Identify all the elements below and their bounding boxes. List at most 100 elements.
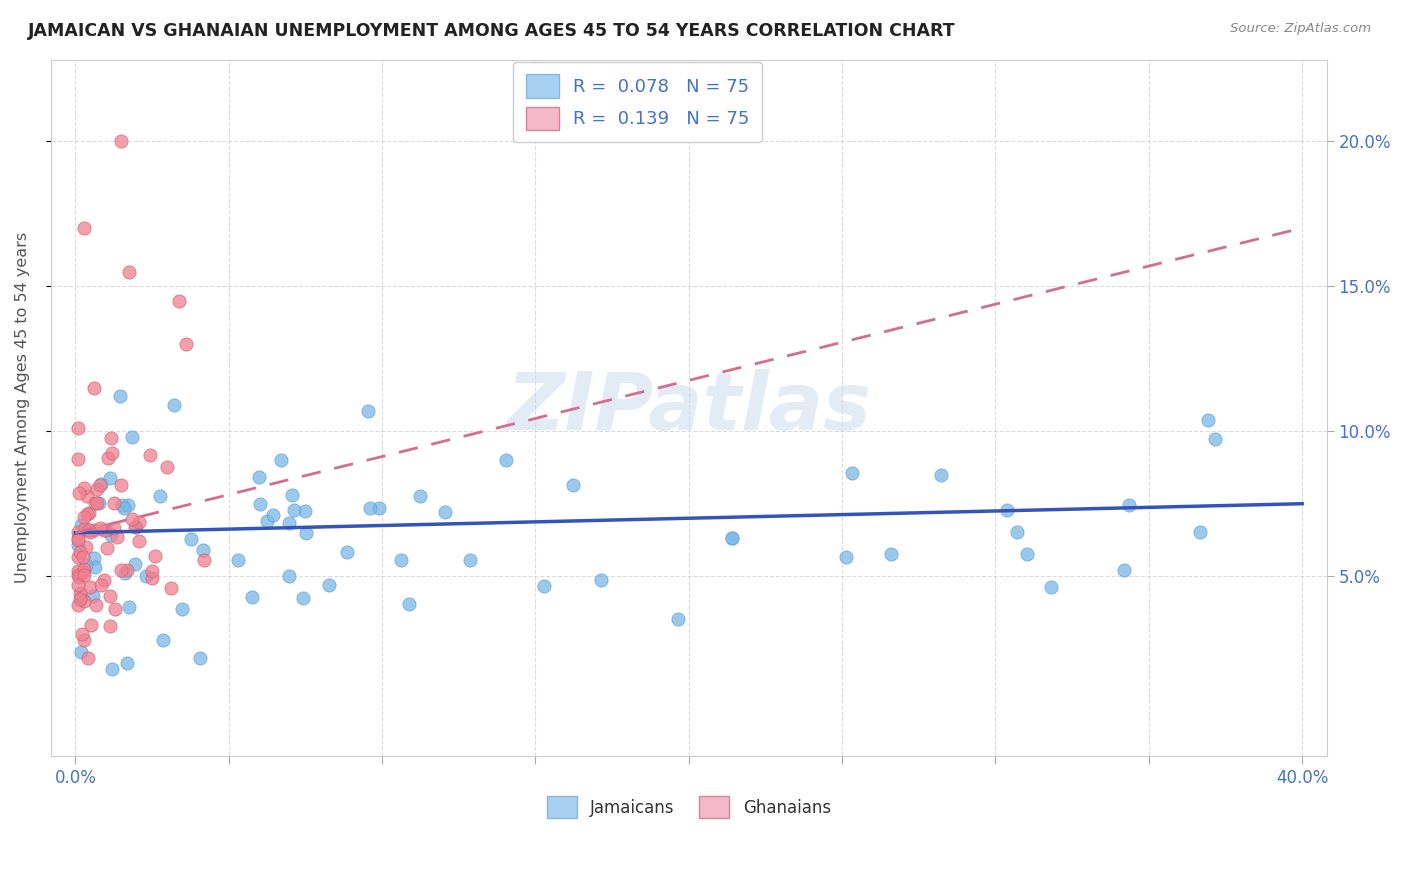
Legend: Jamaicans, Ghanaians: Jamaicans, Ghanaians: [540, 789, 838, 824]
Point: [1015, 548, 1038, 562]
Point: [101, 446, 124, 460]
Point: [1114, 563, 1136, 577]
Point: [73, 561, 96, 575]
Point: [70, 645, 93, 659]
Point: [118, 599, 141, 614]
Point: [98, 589, 121, 603]
Point: [125, 520, 148, 534]
Point: [721, 532, 744, 546]
Point: [67, 568, 90, 582]
Point: [69, 545, 91, 559]
Point: [256, 514, 278, 528]
Point: [83, 381, 105, 395]
Point: [89, 521, 111, 535]
Point: [67, 570, 90, 584]
Point: [141, 564, 163, 578]
Point: [997, 503, 1019, 517]
Point: [104, 602, 127, 616]
Point: [121, 430, 143, 444]
Point: [124, 520, 146, 534]
Point: [89, 496, 111, 510]
Text: JAMAICAN VS GHANAIAN UNEMPLOYMENT AMONG AGES 45 TO 54 YEARS CORRELATION CHART: JAMAICAN VS GHANAIAN UNEMPLOYMENT AMONG …: [28, 22, 956, 40]
Point: [156, 459, 179, 474]
Point: [70, 627, 93, 641]
Point: [76, 507, 98, 521]
Point: [115, 563, 138, 577]
Point: [841, 467, 863, 481]
Point: [69, 591, 91, 606]
Point: [100, 431, 122, 445]
Point: [100, 527, 122, 541]
Point: [434, 506, 457, 520]
Point: [67, 598, 90, 612]
Point: [170, 602, 193, 616]
Point: [226, 553, 249, 567]
Point: [69, 586, 91, 600]
Point: [98, 618, 121, 632]
Point: [110, 498, 132, 512]
Point: [110, 564, 132, 578]
Point: [292, 591, 315, 606]
Point: [114, 566, 136, 580]
Point: [1039, 581, 1062, 595]
Point: [67, 531, 90, 545]
Point: [69, 518, 91, 533]
Point: [124, 558, 146, 572]
Point: [294, 504, 316, 518]
Point: [73, 593, 96, 607]
Point: [359, 501, 381, 516]
Point: [110, 478, 132, 492]
Point: [117, 498, 139, 512]
Point: [86, 496, 108, 510]
Point: [191, 543, 214, 558]
Point: [73, 633, 96, 648]
Point: [139, 448, 162, 462]
Y-axis label: Unemployment Among Ages 45 to 54 years: Unemployment Among Ages 45 to 54 years: [15, 233, 30, 583]
Point: [277, 568, 299, 582]
Point: [128, 515, 150, 529]
Point: [143, 549, 166, 564]
Point: [67, 486, 90, 500]
Point: [67, 564, 90, 578]
Point: [533, 579, 555, 593]
Point: [70, 591, 93, 605]
Point: [86, 482, 108, 496]
Point: [163, 398, 186, 412]
Point: [73, 481, 96, 495]
Point: [270, 453, 292, 467]
Point: [834, 550, 856, 565]
Point: [294, 525, 316, 540]
Point: [90, 577, 112, 591]
Text: ZIPatlas: ZIPatlas: [506, 369, 872, 447]
Point: [72, 566, 94, 580]
Point: [188, 650, 211, 665]
Point: [408, 489, 430, 503]
Point: [93, 573, 115, 587]
Point: [84, 598, 107, 612]
Point: [79, 581, 101, 595]
Point: [79, 523, 101, 537]
Point: [75, 521, 97, 535]
Text: Source: ZipAtlas.com: Source: ZipAtlas.com: [1230, 22, 1371, 36]
Point: [103, 495, 125, 509]
Point: [77, 650, 100, 665]
Point: [135, 569, 157, 583]
Point: [249, 497, 271, 511]
Point: [108, 389, 131, 403]
Point: [281, 488, 304, 502]
Point: [103, 521, 125, 535]
Point: [149, 489, 172, 503]
Point: [83, 550, 105, 565]
Point: [73, 510, 96, 524]
Point: [262, 508, 284, 523]
Point: [79, 524, 101, 539]
Point: [240, 590, 263, 604]
Point: [112, 501, 135, 516]
Point: [94, 524, 117, 538]
Point: [247, 470, 270, 484]
Point: [67, 452, 90, 467]
Point: [76, 489, 98, 503]
Point: [121, 512, 143, 526]
Point: [75, 540, 97, 554]
Point: [283, 502, 305, 516]
